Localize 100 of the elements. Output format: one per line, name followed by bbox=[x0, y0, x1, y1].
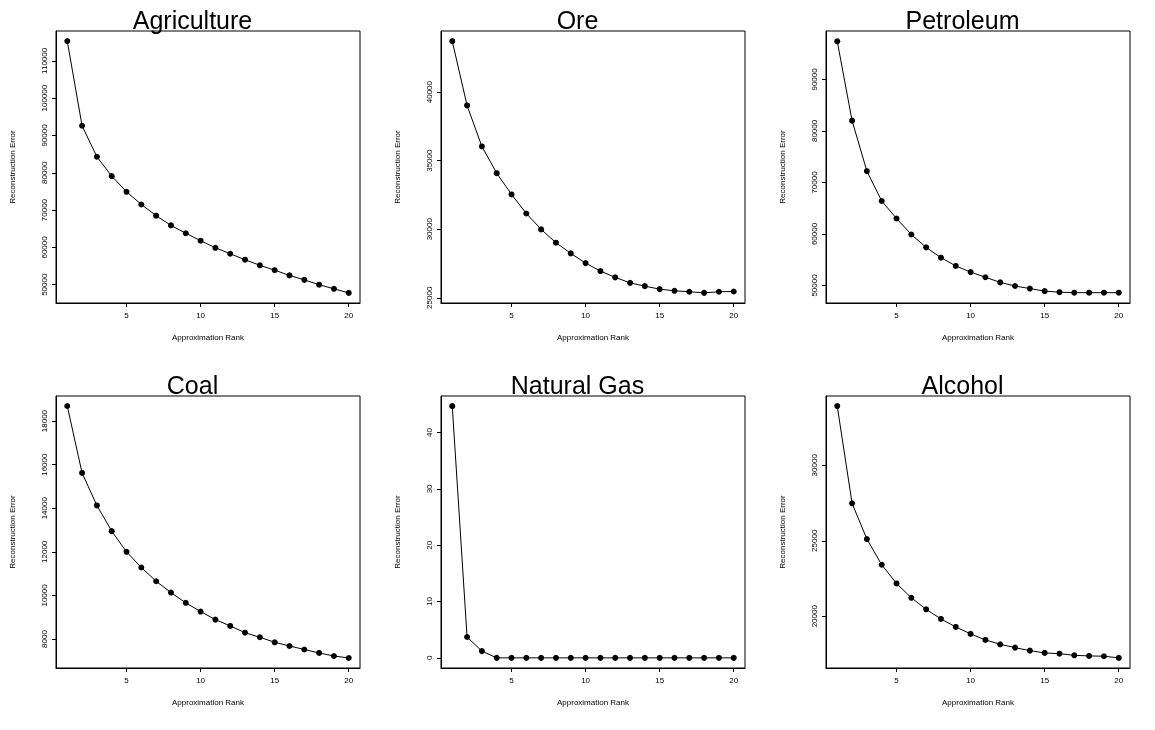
point bbox=[982, 636, 989, 643]
point bbox=[316, 281, 323, 288]
y-tick-label: 12000 bbox=[39, 540, 49, 563]
y-tick-label: 14000 bbox=[39, 496, 49, 520]
point bbox=[937, 254, 944, 261]
x-tick-label: 5 bbox=[894, 310, 900, 320]
point bbox=[834, 38, 841, 45]
point bbox=[671, 287, 678, 294]
point bbox=[730, 654, 737, 661]
point bbox=[952, 262, 959, 269]
y-tick-label: 100000 bbox=[39, 84, 49, 112]
point bbox=[937, 615, 944, 622]
point bbox=[686, 654, 693, 661]
chart-title: Alcohol bbox=[921, 370, 1004, 399]
point bbox=[167, 222, 174, 229]
point bbox=[1100, 289, 1107, 296]
point bbox=[552, 239, 559, 246]
point bbox=[641, 654, 648, 661]
point bbox=[701, 289, 708, 296]
point bbox=[523, 654, 530, 661]
y-tick-label: 60000 bbox=[809, 222, 819, 246]
y-tick-label: 25000 bbox=[424, 286, 434, 309]
x-tick-label: 10 bbox=[966, 675, 976, 685]
point bbox=[715, 288, 722, 295]
point bbox=[997, 641, 1004, 648]
point bbox=[464, 634, 471, 641]
point bbox=[1071, 289, 1078, 296]
point bbox=[1115, 289, 1122, 296]
x-tick-label: 10 bbox=[581, 310, 591, 320]
y-tick-label: 16000 bbox=[39, 452, 49, 476]
y-tick-label: 80000 bbox=[809, 119, 819, 143]
point bbox=[123, 548, 130, 555]
x-tick-label: 20 bbox=[1114, 310, 1124, 320]
point bbox=[256, 634, 263, 641]
point bbox=[242, 256, 249, 263]
point bbox=[212, 244, 219, 251]
point bbox=[612, 274, 619, 281]
point bbox=[301, 276, 308, 283]
point bbox=[1100, 653, 1107, 660]
x-axis-title: Approximation Rank bbox=[556, 332, 631, 342]
point bbox=[108, 528, 115, 535]
point bbox=[997, 279, 1004, 286]
point bbox=[330, 653, 337, 660]
point bbox=[182, 230, 189, 237]
point bbox=[286, 272, 293, 279]
x-tick-label: 15 bbox=[1040, 675, 1050, 685]
y-tick-label: 50000 bbox=[39, 273, 49, 296]
point bbox=[79, 469, 86, 476]
y-tick-label: 30000 bbox=[424, 217, 434, 241]
point bbox=[242, 629, 249, 636]
point bbox=[1115, 654, 1122, 661]
chart-title: Natural Gas bbox=[510, 370, 645, 399]
x-tick-label: 15 bbox=[655, 675, 665, 685]
y-tick-label: 50000 bbox=[809, 273, 819, 297]
point bbox=[464, 102, 471, 109]
point bbox=[1012, 644, 1019, 651]
y-axis-title: Reconstruction Error bbox=[7, 494, 17, 569]
point bbox=[345, 289, 352, 296]
point bbox=[64, 38, 71, 45]
point bbox=[330, 285, 337, 292]
y-tick-label: 40000 bbox=[424, 80, 434, 104]
point bbox=[493, 170, 500, 177]
x-tick-label: 10 bbox=[966, 310, 976, 320]
point bbox=[182, 599, 189, 606]
x-tick-label: 15 bbox=[270, 310, 280, 320]
x-tick-label: 5 bbox=[509, 310, 515, 320]
x-tick-label: 15 bbox=[270, 675, 280, 685]
x-tick-label: 5 bbox=[124, 675, 130, 685]
point bbox=[656, 654, 663, 661]
x-tick-label: 10 bbox=[196, 675, 206, 685]
point bbox=[1026, 647, 1033, 654]
point bbox=[538, 654, 545, 661]
point bbox=[1012, 283, 1019, 289]
point bbox=[508, 654, 515, 661]
point bbox=[923, 244, 930, 251]
point bbox=[449, 38, 456, 45]
point bbox=[1086, 652, 1093, 659]
point bbox=[478, 648, 485, 655]
y-tick-label: 0 bbox=[424, 655, 434, 661]
point bbox=[1041, 649, 1048, 656]
y-tick-label: 20000 bbox=[809, 604, 819, 628]
point bbox=[227, 622, 234, 629]
point bbox=[834, 403, 841, 410]
point bbox=[79, 122, 86, 129]
point bbox=[1071, 652, 1078, 659]
point bbox=[567, 654, 574, 661]
point bbox=[849, 500, 856, 507]
point bbox=[863, 536, 870, 543]
y-tick-label: 18000 bbox=[39, 409, 49, 433]
point bbox=[582, 654, 589, 661]
x-tick-label: 10 bbox=[581, 675, 591, 685]
y-tick-label: 80000 bbox=[39, 161, 49, 184]
x-tick-label: 20 bbox=[344, 675, 354, 685]
chart-title: Ore bbox=[556, 5, 599, 34]
point bbox=[197, 237, 204, 244]
x-tick-label: 5 bbox=[124, 310, 130, 320]
point bbox=[93, 502, 100, 509]
x-axis-title: Approximation Rank bbox=[556, 697, 631, 707]
x-tick-label: 20 bbox=[1114, 675, 1124, 685]
point bbox=[197, 608, 204, 615]
